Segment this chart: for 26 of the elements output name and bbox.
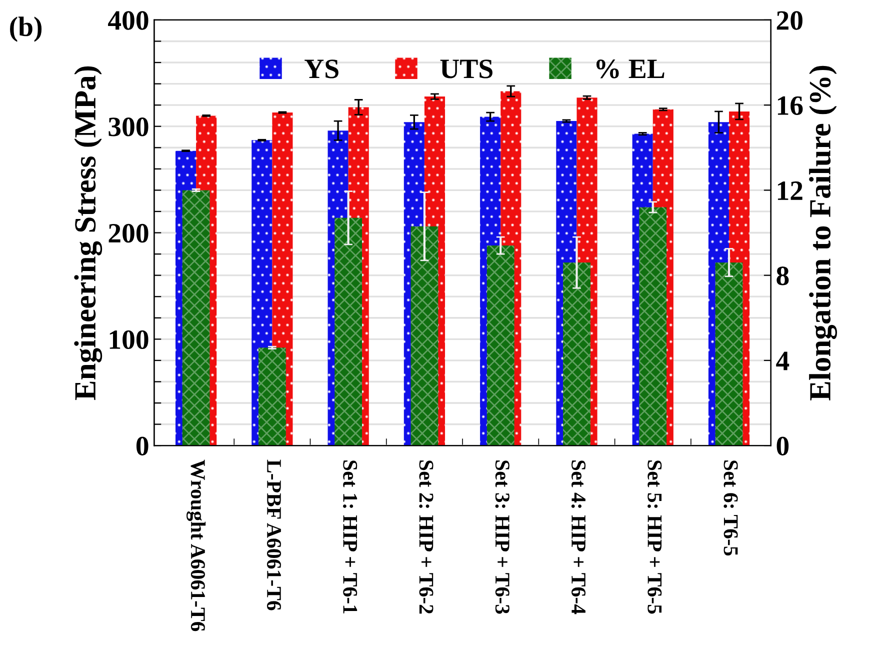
legend-label: YS <box>304 60 338 78</box>
y2-axis-title: Elongation to Failure (%) <box>809 66 838 400</box>
y-tick-label: 300 <box>108 118 148 136</box>
x-tick-label: Set 1: HIP + T6-1 <box>343 460 358 614</box>
x-tick-label: Set 4: HIP + T6-4 <box>571 460 586 614</box>
y2-tick-label: 12 <box>778 181 802 200</box>
x-tick-label: Set 2: HIP + T6-2 <box>419 460 434 614</box>
y-tick-label: 400 <box>108 11 148 30</box>
x-tick-label: Set 3: HIP + T6-3 <box>495 460 510 614</box>
y-axis-title: Engineering Stress (MPa) <box>74 66 102 400</box>
y2-tick-label: 4 <box>776 352 790 370</box>
y2-tick-label: 8 <box>776 266 789 286</box>
x-tick-label: Wrought A6061-T6 <box>186 460 206 632</box>
legend-label: % EL <box>596 60 664 78</box>
y2-tick-label: 20 <box>776 11 802 30</box>
bar <box>258 348 286 446</box>
y2-tick-label: 16 <box>778 96 803 115</box>
x-tick-label: Set 6: T6-5 <box>724 460 738 556</box>
x-tick-label: Set 5: HIP + T6-5 <box>648 460 662 614</box>
y-tick-label: 200 <box>108 224 148 243</box>
y2-tick-label: 0 <box>776 436 789 456</box>
y-tick-label: 0 <box>136 436 148 456</box>
text: (b) <box>10 16 42 42</box>
x-tick-label: L-PBF A6061-T6 <box>266 460 282 610</box>
legend-label: UTS <box>440 60 492 78</box>
y-tick-label: 100 <box>110 330 148 350</box>
